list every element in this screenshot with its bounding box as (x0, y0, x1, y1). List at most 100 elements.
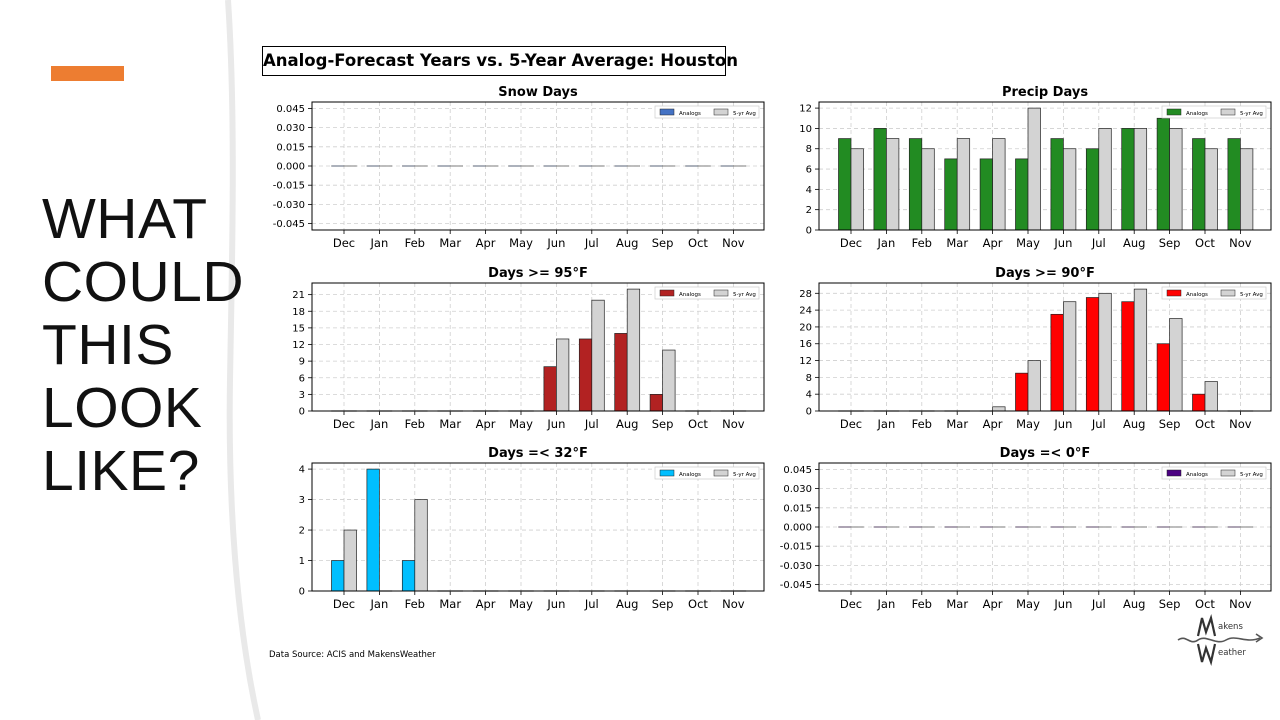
bar-analogs (838, 526, 852, 528)
bar-5-yr-avg (886, 526, 900, 528)
x-tick-label: Feb (912, 417, 932, 431)
x-tick-label: Jan (370, 597, 389, 611)
bar-5-yr-avg (343, 165, 357, 167)
y-tick-label: -0.045 (780, 580, 812, 591)
bar-analogs (1086, 526, 1100, 528)
y-tick-label: 4 (806, 185, 812, 196)
x-tick-label: Mar (946, 597, 968, 611)
y-tick-label: 0 (806, 226, 812, 237)
bar-analogs (1192, 526, 1206, 528)
bar-analogs (1085, 148, 1100, 231)
bar-analogs (838, 138, 852, 231)
y-tick-label: 0.030 (276, 123, 305, 134)
chart-title: Precip Days (1002, 85, 1088, 100)
bar-analogs (366, 165, 380, 167)
legend-label-analogs: Analogs (1186, 292, 1208, 298)
x-tick-label: Jul (1091, 236, 1106, 250)
legend-swatch-5-yr-avg (713, 469, 729, 477)
bar-analogs (578, 338, 593, 412)
bar-5-yr-avg (379, 165, 393, 167)
chart-days-32f: Days =< 32°F 0 1 2 3 4 Dec Jan Feb Mar Apr May Jun Ju… (262, 441, 772, 616)
bar-5-yr-avg (921, 526, 935, 528)
y-tick-label: 2 (806, 205, 812, 216)
bar-analogs (720, 165, 734, 167)
makensweather-logo: akens eather (1177, 614, 1264, 666)
bar-analogs (1156, 526, 1170, 528)
y-tick-label: 1 (299, 556, 305, 567)
bar-5-yr-avg (1169, 128, 1183, 231)
x-tick-label: Oct (1195, 417, 1215, 431)
bar-5-yr-avg (414, 165, 428, 167)
bar-analogs (1121, 526, 1135, 528)
x-tick-label: Nov (722, 236, 745, 250)
x-tick-label: May (1016, 236, 1040, 250)
bar-5-yr-avg (697, 165, 711, 167)
x-tick-label: Jan (877, 417, 896, 431)
x-tick-label: May (509, 236, 533, 250)
bar-analogs (873, 526, 887, 528)
bar-5-yr-avg (1133, 128, 1148, 231)
legend-swatch-5-yr-avg (1220, 289, 1236, 297)
x-tick-label: Feb (405, 417, 425, 431)
bar-analogs (1156, 117, 1170, 231)
bar-analogs (1227, 138, 1241, 231)
bar-5-yr-avg (1169, 318, 1183, 412)
bar-analogs (649, 165, 663, 167)
bar-analogs (472, 165, 486, 167)
x-tick-label: Jan (877, 597, 896, 611)
x-tick-label: Jul (1091, 417, 1106, 431)
chart-legend: Analogs 5-yr Avg (654, 105, 760, 119)
logo-w-mark (1196, 643, 1217, 666)
bar-analogs (1015, 526, 1029, 528)
x-tick-label: Apr (983, 597, 1003, 611)
x-tick-label: Jul (584, 236, 599, 250)
bar-analogs (543, 366, 557, 412)
x-tick-label: Feb (912, 236, 932, 250)
bar-5-yr-avg (520, 165, 534, 167)
bar-5-yr-avg (1240, 148, 1254, 231)
heading-line: LIKE? (42, 439, 200, 503)
legend-box (654, 105, 760, 119)
bar-5-yr-avg (992, 138, 1006, 231)
y-tick-label: 12 (799, 104, 812, 115)
y-tick-label: 16 (799, 339, 812, 350)
x-tick-label: Dec (840, 597, 862, 611)
slide-left-panel (0, 0, 258, 720)
y-tick-label: 28 (799, 289, 812, 300)
bar-analogs (1085, 297, 1100, 412)
x-tick-label: Sep (1159, 417, 1181, 431)
y-tick-label: 0 (806, 407, 812, 418)
x-tick-label: Oct (688, 597, 708, 611)
bar-5-yr-avg (556, 338, 570, 412)
bar-analogs (1050, 313, 1064, 412)
bar-analogs (366, 468, 380, 592)
plot-frame (818, 282, 1272, 412)
x-tick-label: May (509, 417, 533, 431)
bar-5-yr-avg (1204, 148, 1218, 231)
bar-5-yr-avg (343, 529, 357, 592)
bar-5-yr-avg (1204, 526, 1218, 528)
x-tick-label: Jun (546, 236, 565, 250)
bar-5-yr-avg (591, 299, 605, 412)
chart-days-90f: Days >= 90°F 0 4 8 12 16 20 24 28 Dec Jan Feb Mar Apr… (769, 261, 1279, 436)
bar-analogs (908, 138, 923, 231)
bar-analogs (614, 165, 628, 167)
y-tick-label: 0.015 (783, 503, 812, 514)
heading-line: LOOK (42, 376, 203, 440)
bar-5-yr-avg (485, 165, 499, 167)
x-tick-label: Jun (1053, 597, 1072, 611)
x-tick-label: Dec (333, 417, 355, 431)
y-tick-label: 8 (806, 144, 812, 155)
x-tick-label: Mar (439, 236, 461, 250)
x-tick-label: Nov (1229, 597, 1252, 611)
y-tick-label: 21 (292, 290, 305, 301)
x-tick-label: Jun (1053, 236, 1072, 250)
bar-5-yr-avg (850, 148, 864, 231)
y-tick-label: 3 (299, 495, 305, 506)
bar-5-yr-avg (626, 288, 641, 412)
logo-wave (1177, 637, 1261, 643)
x-tick-label: Nov (1229, 417, 1252, 431)
x-tick-label: Jan (370, 236, 389, 250)
plot-area (819, 283, 1271, 411)
bar-5-yr-avg (1027, 526, 1041, 528)
